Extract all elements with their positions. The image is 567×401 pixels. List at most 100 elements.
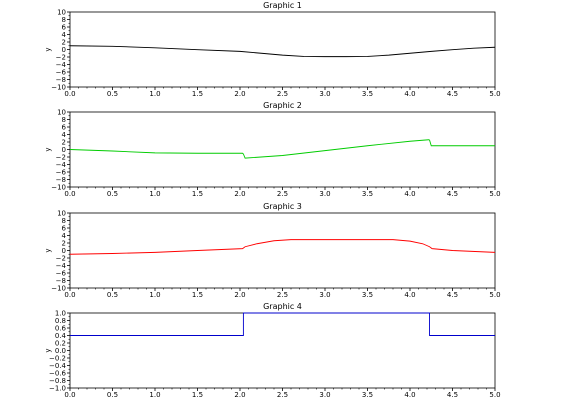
series-line bbox=[70, 312, 495, 336]
x-tick-label: 4.0 bbox=[404, 291, 415, 299]
x-tick-label: 3.0 bbox=[319, 391, 330, 399]
x-tick-label: 1.0 bbox=[149, 190, 160, 198]
y-tick-label: 1.0 bbox=[55, 310, 66, 318]
y-tick-label: −2 bbox=[56, 54, 66, 62]
y-tick-label: −4 bbox=[56, 61, 67, 69]
y-axis-label: y bbox=[44, 47, 52, 51]
y-tick-label: −6 bbox=[56, 270, 67, 278]
x-tick-label: 4.5 bbox=[447, 190, 458, 198]
x-tick-label: 5.0 bbox=[489, 391, 500, 399]
y-tick-label: 6 bbox=[62, 225, 67, 233]
y-tick-label: −6 bbox=[56, 169, 67, 177]
x-tick-label: 4.0 bbox=[404, 190, 415, 198]
y-tick-label: 10 bbox=[57, 210, 66, 218]
x-tick-label: 0.0 bbox=[64, 291, 75, 299]
x-tick-label: 1.5 bbox=[192, 90, 203, 98]
y-tick-label: −6 bbox=[56, 69, 67, 77]
y-tick-label: 2 bbox=[62, 39, 66, 47]
subplot-4: Graphic 4y1.00.80.60.40.20.0−0.2−0.4−0.6… bbox=[44, 302, 501, 399]
x-tick-label: 4.5 bbox=[447, 291, 458, 299]
x-tick-label: 5.0 bbox=[489, 190, 500, 198]
x-tick-label: 2.5 bbox=[277, 190, 288, 198]
x-tick-label: 0.5 bbox=[107, 190, 118, 198]
series-line bbox=[69, 239, 496, 255]
y-tick-label: 8 bbox=[62, 16, 66, 24]
series-line bbox=[69, 139, 495, 159]
x-tick-label: 0.0 bbox=[64, 391, 75, 399]
x-tick-label: 2.5 bbox=[277, 291, 288, 299]
y-tick-label: −8 bbox=[56, 176, 66, 184]
x-tick-label: 1.0 bbox=[149, 391, 160, 399]
x-tick-label: 1.5 bbox=[192, 291, 203, 299]
y-tick-label: −0.8 bbox=[49, 377, 66, 385]
chart-title: Graphic 4 bbox=[263, 302, 302, 311]
y-tick-label: −0.2 bbox=[49, 355, 66, 363]
y-tick-label: −2 bbox=[56, 255, 66, 263]
x-tick-label: 1.5 bbox=[192, 190, 203, 198]
y-tick-label: 0.0 bbox=[55, 347, 66, 355]
y-tick-label: −8 bbox=[56, 76, 66, 84]
y-tick-label: 6 bbox=[62, 24, 67, 32]
x-tick-label: 4.0 bbox=[404, 90, 415, 98]
x-tick-label: 1.5 bbox=[192, 391, 203, 399]
y-tick-label: 2 bbox=[62, 139, 66, 147]
x-tick-label: 0.0 bbox=[64, 190, 75, 198]
y-axis-label: y bbox=[44, 348, 52, 352]
y-tick-label: 0.8 bbox=[55, 317, 66, 325]
x-tick-label: 2.5 bbox=[277, 391, 288, 399]
x-tick-label: 3.5 bbox=[362, 190, 373, 198]
plot-frame bbox=[69, 212, 496, 289]
y-tick-label: 10 bbox=[57, 109, 66, 117]
x-tick-label: 4.5 bbox=[447, 391, 458, 399]
y-axis-label: y bbox=[44, 248, 52, 252]
y-tick-label: −10 bbox=[51, 84, 66, 92]
y-tick-label: 4 bbox=[62, 131, 67, 139]
x-tick-label: 5.0 bbox=[489, 90, 500, 98]
y-tick-label: −4 bbox=[56, 161, 67, 169]
y-tick-label: −1.0 bbox=[49, 385, 66, 393]
y-tick-label: 0 bbox=[62, 146, 66, 154]
y-tick-label: 0.6 bbox=[55, 325, 67, 333]
y-tick-label: 8 bbox=[62, 217, 66, 225]
x-tick-label: 2.0 bbox=[234, 90, 245, 98]
y-tick-label: −10 bbox=[51, 285, 66, 293]
x-tick-label: 3.0 bbox=[319, 90, 330, 98]
x-tick-label: 0.0 bbox=[64, 90, 75, 98]
x-tick-label: 0.5 bbox=[107, 391, 118, 399]
y-tick-label: 0.4 bbox=[55, 332, 67, 340]
y-tick-label: 0 bbox=[62, 46, 66, 54]
x-tick-label: 3.5 bbox=[362, 291, 373, 299]
plot-frame bbox=[69, 312, 496, 389]
y-tick-label: −2 bbox=[56, 154, 66, 162]
y-tick-label: −8 bbox=[56, 277, 66, 285]
x-tick-label: 0.5 bbox=[107, 291, 118, 299]
y-tick-label: 10 bbox=[57, 9, 66, 17]
plot-frame bbox=[69, 111, 496, 188]
x-tick-label: 4.0 bbox=[404, 391, 415, 399]
y-tick-label: −0.4 bbox=[49, 362, 67, 370]
chart-title: Graphic 1 bbox=[263, 1, 302, 10]
x-tick-label: 1.0 bbox=[149, 90, 160, 98]
y-tick-label: −10 bbox=[51, 184, 66, 192]
y-tick-label: 4 bbox=[62, 31, 67, 39]
x-tick-label: 3.5 bbox=[362, 90, 373, 98]
y-tick-label: −4 bbox=[56, 262, 67, 270]
x-tick-label: 5.0 bbox=[489, 291, 500, 299]
x-tick-label: 2.5 bbox=[277, 90, 288, 98]
series-line bbox=[69, 45, 496, 58]
x-tick-label: 3.0 bbox=[319, 291, 330, 299]
y-axis-label: y bbox=[44, 147, 52, 151]
y-tick-label: 2 bbox=[62, 240, 66, 248]
y-tick-label: 6 bbox=[62, 124, 67, 132]
x-tick-label: 2.0 bbox=[234, 291, 245, 299]
chart-title: Graphic 3 bbox=[263, 202, 302, 211]
y-tick-label: 0.2 bbox=[55, 340, 66, 348]
x-tick-label: 0.5 bbox=[107, 90, 118, 98]
x-tick-label: 3.0 bbox=[319, 190, 330, 198]
y-tick-label: −0.6 bbox=[49, 370, 67, 378]
x-tick-label: 2.0 bbox=[234, 190, 245, 198]
